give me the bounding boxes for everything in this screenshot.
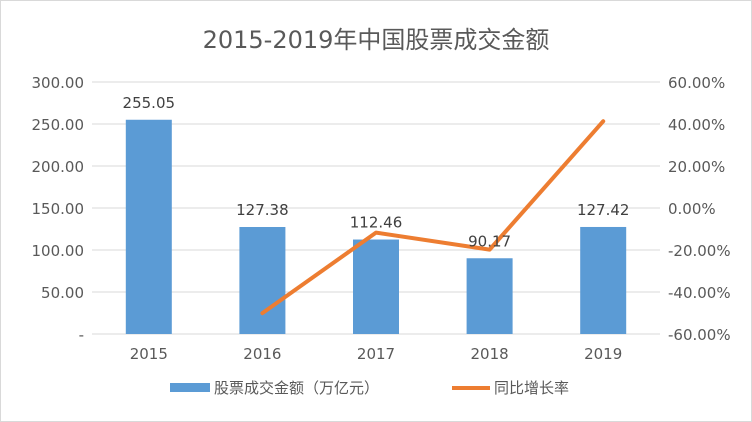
bar-data-label: 127.42 [577, 201, 630, 219]
bar [580, 226, 627, 334]
legend-bar-label: 股票成交金额（万亿元） [214, 379, 379, 397]
x-tick-label: 2017 [357, 345, 395, 363]
left-tick-label: 100.00 [32, 242, 85, 260]
right-tick-label: -40.00% [668, 284, 731, 302]
right-tick-label: 20.00% [668, 158, 725, 176]
bar-data-label: 112.46 [350, 214, 403, 232]
right-tick-label: 0.00% [668, 200, 716, 218]
chart-title: 2015-2019年中国股票成交金额 [203, 26, 550, 54]
bar-data-label: 127.38 [236, 201, 289, 219]
bar [239, 227, 286, 334]
bar-data-label: 90.17 [468, 232, 511, 250]
legend-bar-swatch [170, 383, 210, 392]
right-tick-label: 60.00% [668, 74, 725, 92]
right-tick-label: -20.00% [668, 242, 731, 260]
left-tick-label: - [79, 326, 84, 344]
x-tick-label: 2018 [471, 345, 509, 363]
legend: 股票成交金额（万亿元） 同比增长率 [170, 379, 569, 397]
right-tick-label: 40.00% [668, 116, 725, 134]
legend-line-label: 同比增长率 [494, 379, 569, 397]
bar [466, 258, 513, 334]
left-tick-label: 200.00 [32, 158, 85, 176]
x-tick-label: 2015 [130, 345, 168, 363]
x-tick-label: 2016 [243, 345, 281, 363]
left-tick-label: 50.00 [41, 284, 84, 302]
left-tick-label: 250.00 [32, 116, 85, 134]
bar [353, 239, 399, 334]
bar [125, 119, 172, 335]
left-tick-label: 150.00 [32, 200, 85, 218]
left-tick-label: 300.00 [32, 74, 85, 92]
bar-data-label: 255.05 [123, 94, 176, 112]
x-tick-label: 2019 [584, 345, 622, 363]
right-tick-label: -60.00% [668, 326, 731, 344]
growth-rate-line [260, 119, 606, 316]
